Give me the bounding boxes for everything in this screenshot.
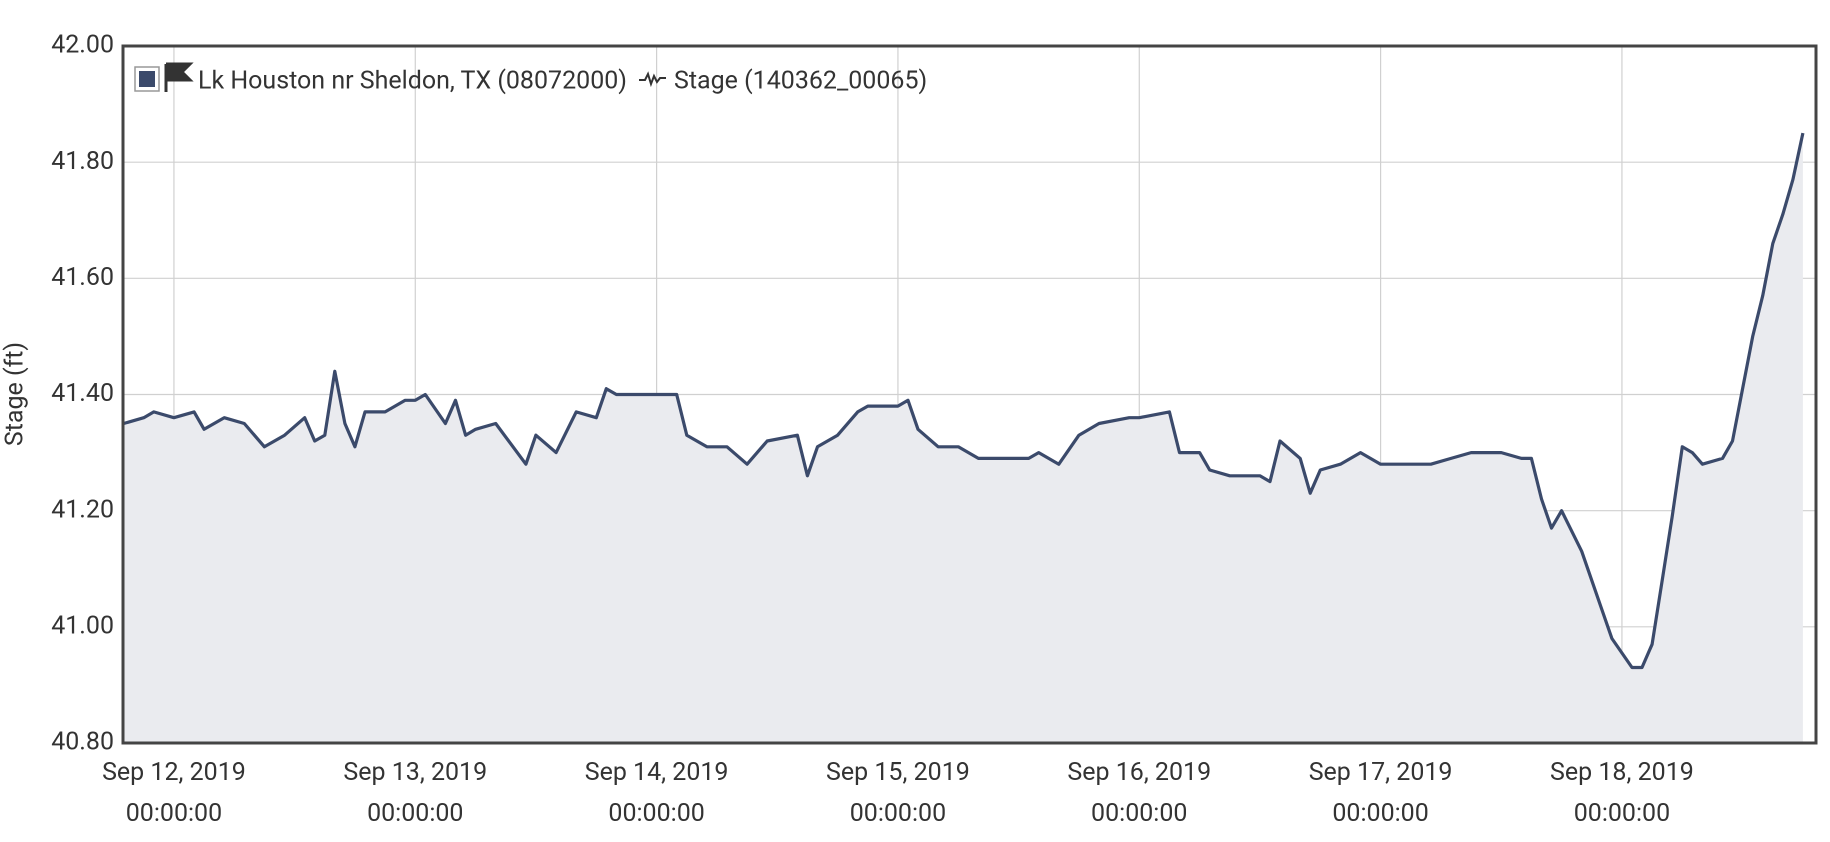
y-tick-label: 40.80 (51, 728, 114, 757)
x-tick-label: Sep 13, 2019 00:00:00 (343, 758, 487, 828)
plot-border (121, 44, 1818, 745)
area (123, 133, 1803, 744)
site-flag-icon (164, 62, 194, 92)
x-tick-label: Sep 14, 2019 00:00:00 (585, 758, 729, 828)
legend-entry: Stage (140362_00065) (674, 67, 927, 96)
data (123, 132, 1805, 744)
x-tick-label: Sep 16, 2019 00:00:00 (1067, 758, 1211, 828)
y-tick-label: 41.00 (51, 611, 114, 640)
y-tick-label: 41.60 (51, 263, 114, 292)
legend: Lk Houston nr Sheldon, TX (08072000) Sta… (134, 62, 927, 96)
legend-line-icon (639, 71, 666, 88)
line (123, 132, 1805, 670)
legend-swatch (139, 71, 155, 87)
y-tick-label: 41.20 (51, 495, 114, 524)
x-tick-label: Sep 18, 2019 00:00:00 (1550, 758, 1694, 828)
x-tick-label: Sep 12, 2019 00:00:00 (102, 758, 246, 828)
y-axis-title: Stage (ft) (1, 342, 30, 446)
y-tick-label: 42.00 (51, 31, 114, 60)
x-tick-label: Sep 15, 2019 00:00:00 (826, 758, 970, 828)
y-tick-label: 41.40 (51, 379, 114, 408)
legend-site: Lk Houston nr Sheldon, TX (08072000) (198, 67, 627, 96)
y-tick-label: 41.80 (51, 147, 114, 176)
x-tick-label: Sep 17, 2019 00:00:00 (1309, 758, 1453, 828)
